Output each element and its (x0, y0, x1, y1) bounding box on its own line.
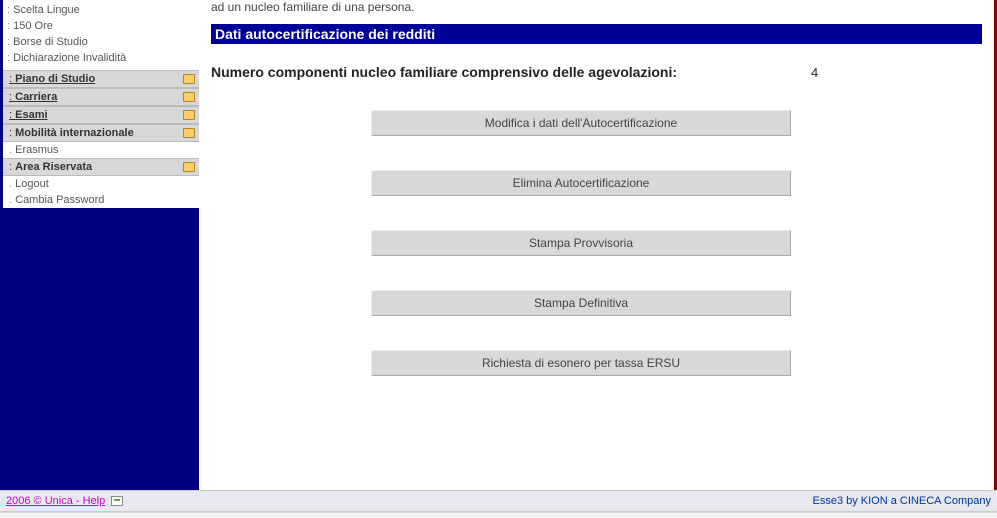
intro-text: ad un nucleo familiare di una persona. (211, 0, 982, 24)
status-bar (0, 512, 997, 518)
help-icon[interactable] (111, 496, 123, 506)
sidebar-item-scelta-lingue[interactable]: Scelta Lingue (7, 2, 195, 18)
sidebar-section-mobilita[interactable]: Mobilità internazionale (3, 124, 199, 142)
sidebar-section-esami[interactable]: Esami (3, 106, 199, 124)
sidebar-section-area-riservata[interactable]: Area Riservata (3, 158, 199, 176)
sidebar-item-150-ore[interactable]: 150 Ore (7, 18, 195, 34)
footer-left-link[interactable]: 2006 © Unica - Help (6, 495, 105, 507)
app-container: Scelta Lingue 150 Ore Borse di Studio Di… (0, 0, 997, 490)
sidebar-item-cambia-password[interactable]: Cambia Password (3, 192, 199, 208)
sidebar-item-erasmus[interactable]: Erasmus (3, 142, 199, 158)
elimina-button[interactable]: Elimina Autocertificazione (371, 170, 791, 196)
sidebar-item-logout[interactable]: Logout (3, 176, 199, 192)
sidebar-section-carriera[interactable]: Carriera (3, 88, 199, 106)
button-stack: Modifica i dati dell'Autocertificazione … (371, 110, 982, 376)
stampa-definitiva-button[interactable]: Stampa Definitiva (371, 290, 791, 316)
section-title-bar: Dati autocertificazione dei redditi (211, 24, 982, 44)
sidebar-item-dichiarazione-invalidita[interactable]: Dichiarazione Invalidità (7, 50, 195, 66)
stampa-provvisoria-button[interactable]: Stampa Provvisoria (371, 230, 791, 256)
richiesta-esonero-button[interactable]: Richiesta di esonero per tassa ERSU (371, 350, 791, 376)
footer-right-text: Esse3 by KION a CINECA Company (812, 495, 991, 507)
numero-componenti-row: Numero componenti nucleo familiare compr… (211, 64, 982, 80)
sidebar-item-borse-di-studio[interactable]: Borse di Studio (7, 34, 195, 50)
footer: 2006 © Unica - Help Esse3 by KION a CINE… (0, 490, 997, 512)
numero-componenti-label: Numero componenti nucleo familiare compr… (211, 64, 811, 80)
sidebar-fill (3, 208, 199, 490)
sidebar: Scelta Lingue 150 Ore Borse di Studio Di… (3, 0, 199, 490)
main-content: ad un nucleo familiare di una persona. D… (199, 0, 997, 490)
sidebar-top-list: Scelta Lingue 150 Ore Borse di Studio Di… (3, 0, 199, 70)
numero-componenti-value: 4 (811, 65, 818, 80)
sidebar-section-piano-di-studio[interactable]: Piano di Studio (3, 70, 199, 88)
modifica-button[interactable]: Modifica i dati dell'Autocertificazione (371, 110, 791, 136)
